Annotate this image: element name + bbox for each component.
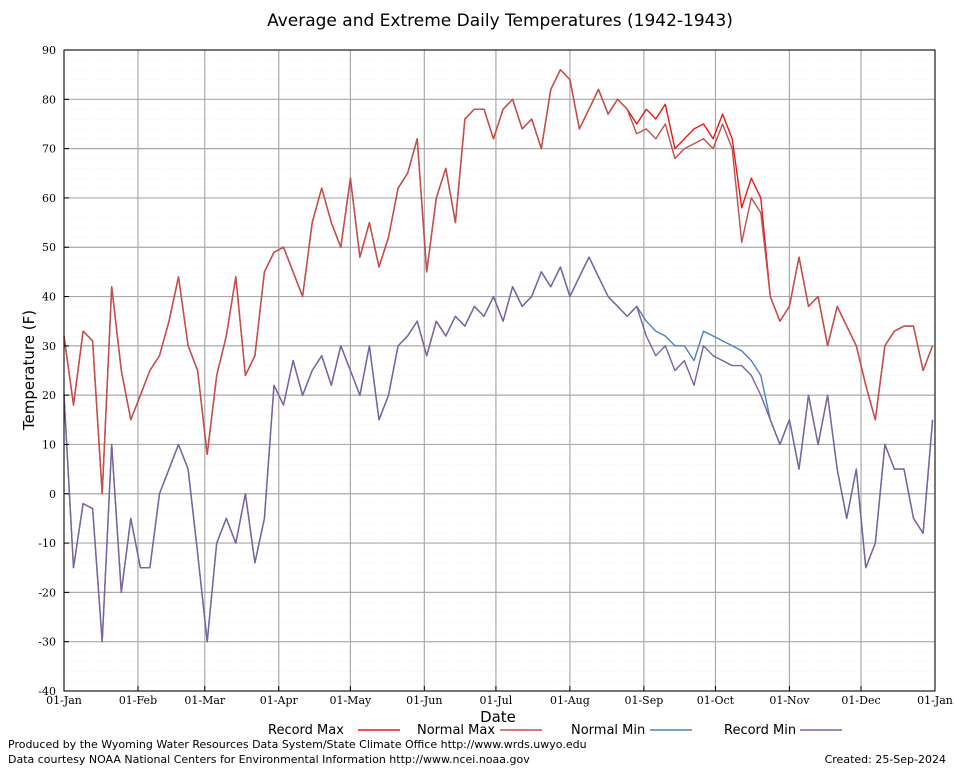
x-tick-label: 01-Feb (119, 694, 157, 707)
ticks: -40 -30 -20 -10 0 10 20 30 40 50 60 70 80 90 01-Jan 01-… (38, 44, 953, 707)
series-line (63, 256, 934, 643)
footer-text: Created: 25-Sep-2024 (825, 753, 946, 766)
x-tick-label: 01-Jan (46, 694, 82, 707)
y-tick-label: 60 (42, 192, 56, 205)
footer-text: Data courtesy NOAA National Centers for … (8, 753, 530, 766)
legend-label: Normal Min (571, 723, 645, 738)
x-tick-label: 01-Mar (184, 694, 226, 707)
x-tick-label: 01-May (329, 694, 372, 707)
y-tick-label: 0 (49, 488, 56, 501)
x-tick-label: 01-Nov (769, 694, 810, 707)
x-tick-label: 01-Oct (697, 694, 735, 707)
y-tick-label: 90 (42, 44, 56, 57)
x-axis-label: Date (480, 708, 516, 726)
y-tick-label: 10 (42, 438, 56, 451)
y-tick-label: -20 (38, 586, 56, 599)
legend-label: Record Max (268, 723, 344, 738)
x-tick-label: 01-Jan (917, 694, 953, 707)
footer-text: Produced by the Wyoming Water Resources … (8, 738, 587, 751)
y-tick-label: 20 (42, 389, 56, 402)
y-tick-label: -40 (38, 685, 56, 698)
x-tick-label: 01-Aug (550, 694, 590, 707)
chart-title: Average and Extreme Daily Temperatures (… (267, 11, 733, 31)
plot-lines (63, 69, 934, 643)
legend-label: Normal Max (417, 723, 495, 738)
x-tick-label: 01-Dec (841, 694, 880, 707)
y-tick-label: 40 (42, 291, 56, 304)
y-tick-label: 70 (42, 143, 56, 156)
x-tick-label: 01-Sep (624, 694, 663, 707)
y-axis-label: Temperature (F) (20, 310, 38, 431)
legend: Record Max Normal Max Normal Min Record Min (268, 723, 842, 738)
y-tick-label: -10 (38, 537, 56, 550)
minor-grid (64, 50, 935, 691)
y-tick-label: 50 (42, 241, 56, 254)
x-tick-label: 01-Apr (260, 694, 299, 707)
legend-label: Record Min (724, 723, 796, 738)
y-tick-label: 80 (42, 93, 56, 106)
plot-frame (63, 49, 936, 692)
series-line (63, 69, 934, 495)
x-tick-label: 01-Jul (480, 694, 513, 707)
x-tick-label: 01-Jun (406, 694, 442, 707)
y-tick-label: -30 (38, 636, 56, 649)
y-tick-label: 30 (42, 340, 56, 353)
grid (63, 49, 936, 692)
